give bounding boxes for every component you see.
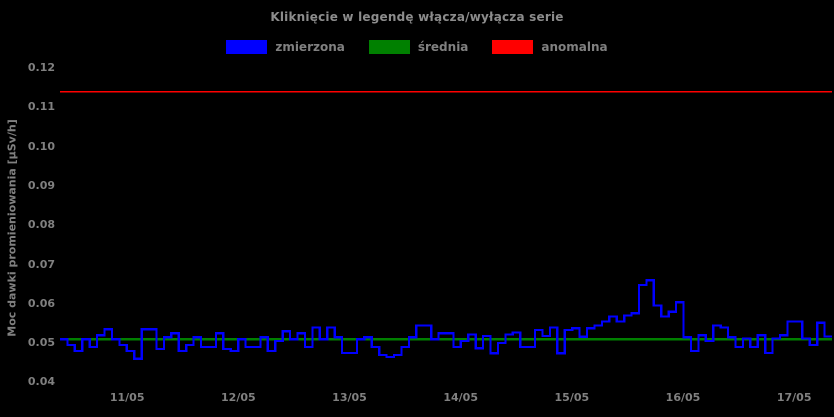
legend-swatch-srednia bbox=[368, 40, 410, 54]
chart-title: Kliknięcie w legendę włącza/wyłącza seri… bbox=[270, 10, 564, 24]
x-tick-label: 12/05 bbox=[221, 391, 256, 404]
legend-item-zmierzona[interactable]: zmierzona bbox=[226, 40, 345, 54]
legend-swatch-zmierzona bbox=[226, 40, 268, 54]
x-tick-label: 11/05 bbox=[109, 391, 145, 404]
y-tick-label: 0.11 bbox=[27, 100, 55, 114]
y-tick-label: 0.09 bbox=[27, 178, 55, 192]
legend-item-srednia[interactable]: średnia bbox=[368, 40, 469, 54]
legend-label-anomalna: anomalna bbox=[541, 40, 608, 54]
legend-swatch-anomalna bbox=[492, 40, 534, 54]
y-tick-label: 0.05 bbox=[27, 336, 55, 350]
legend: zmierzona średnia anomalna bbox=[0, 40, 834, 54]
y-tick-label: 0.08 bbox=[27, 218, 55, 232]
legend-label-zmierzona: zmierzona bbox=[275, 40, 345, 54]
x-tick-label: 16/05 bbox=[665, 391, 701, 404]
legend-item-anomalna[interactable]: anomalna bbox=[492, 40, 608, 54]
y-tick-label: 0.07 bbox=[27, 257, 55, 271]
x-tick-label: 15/05 bbox=[554, 391, 590, 404]
x-tick-label: 14/05 bbox=[443, 391, 478, 404]
x-tick-label: 17/05 bbox=[776, 391, 812, 404]
y-tick-label: 0.04 bbox=[27, 375, 55, 389]
y-tick-label: 0.06 bbox=[27, 296, 55, 310]
x-tick-label: 13/05 bbox=[332, 391, 367, 404]
plot-area bbox=[60, 90, 832, 360]
series-zmierzona-line[interactable] bbox=[60, 279, 832, 360]
y-tick-label: 0.12 bbox=[27, 61, 55, 74]
y-tick-label: 0.10 bbox=[27, 139, 55, 153]
legend-label-srednia: średnia bbox=[417, 40, 469, 54]
